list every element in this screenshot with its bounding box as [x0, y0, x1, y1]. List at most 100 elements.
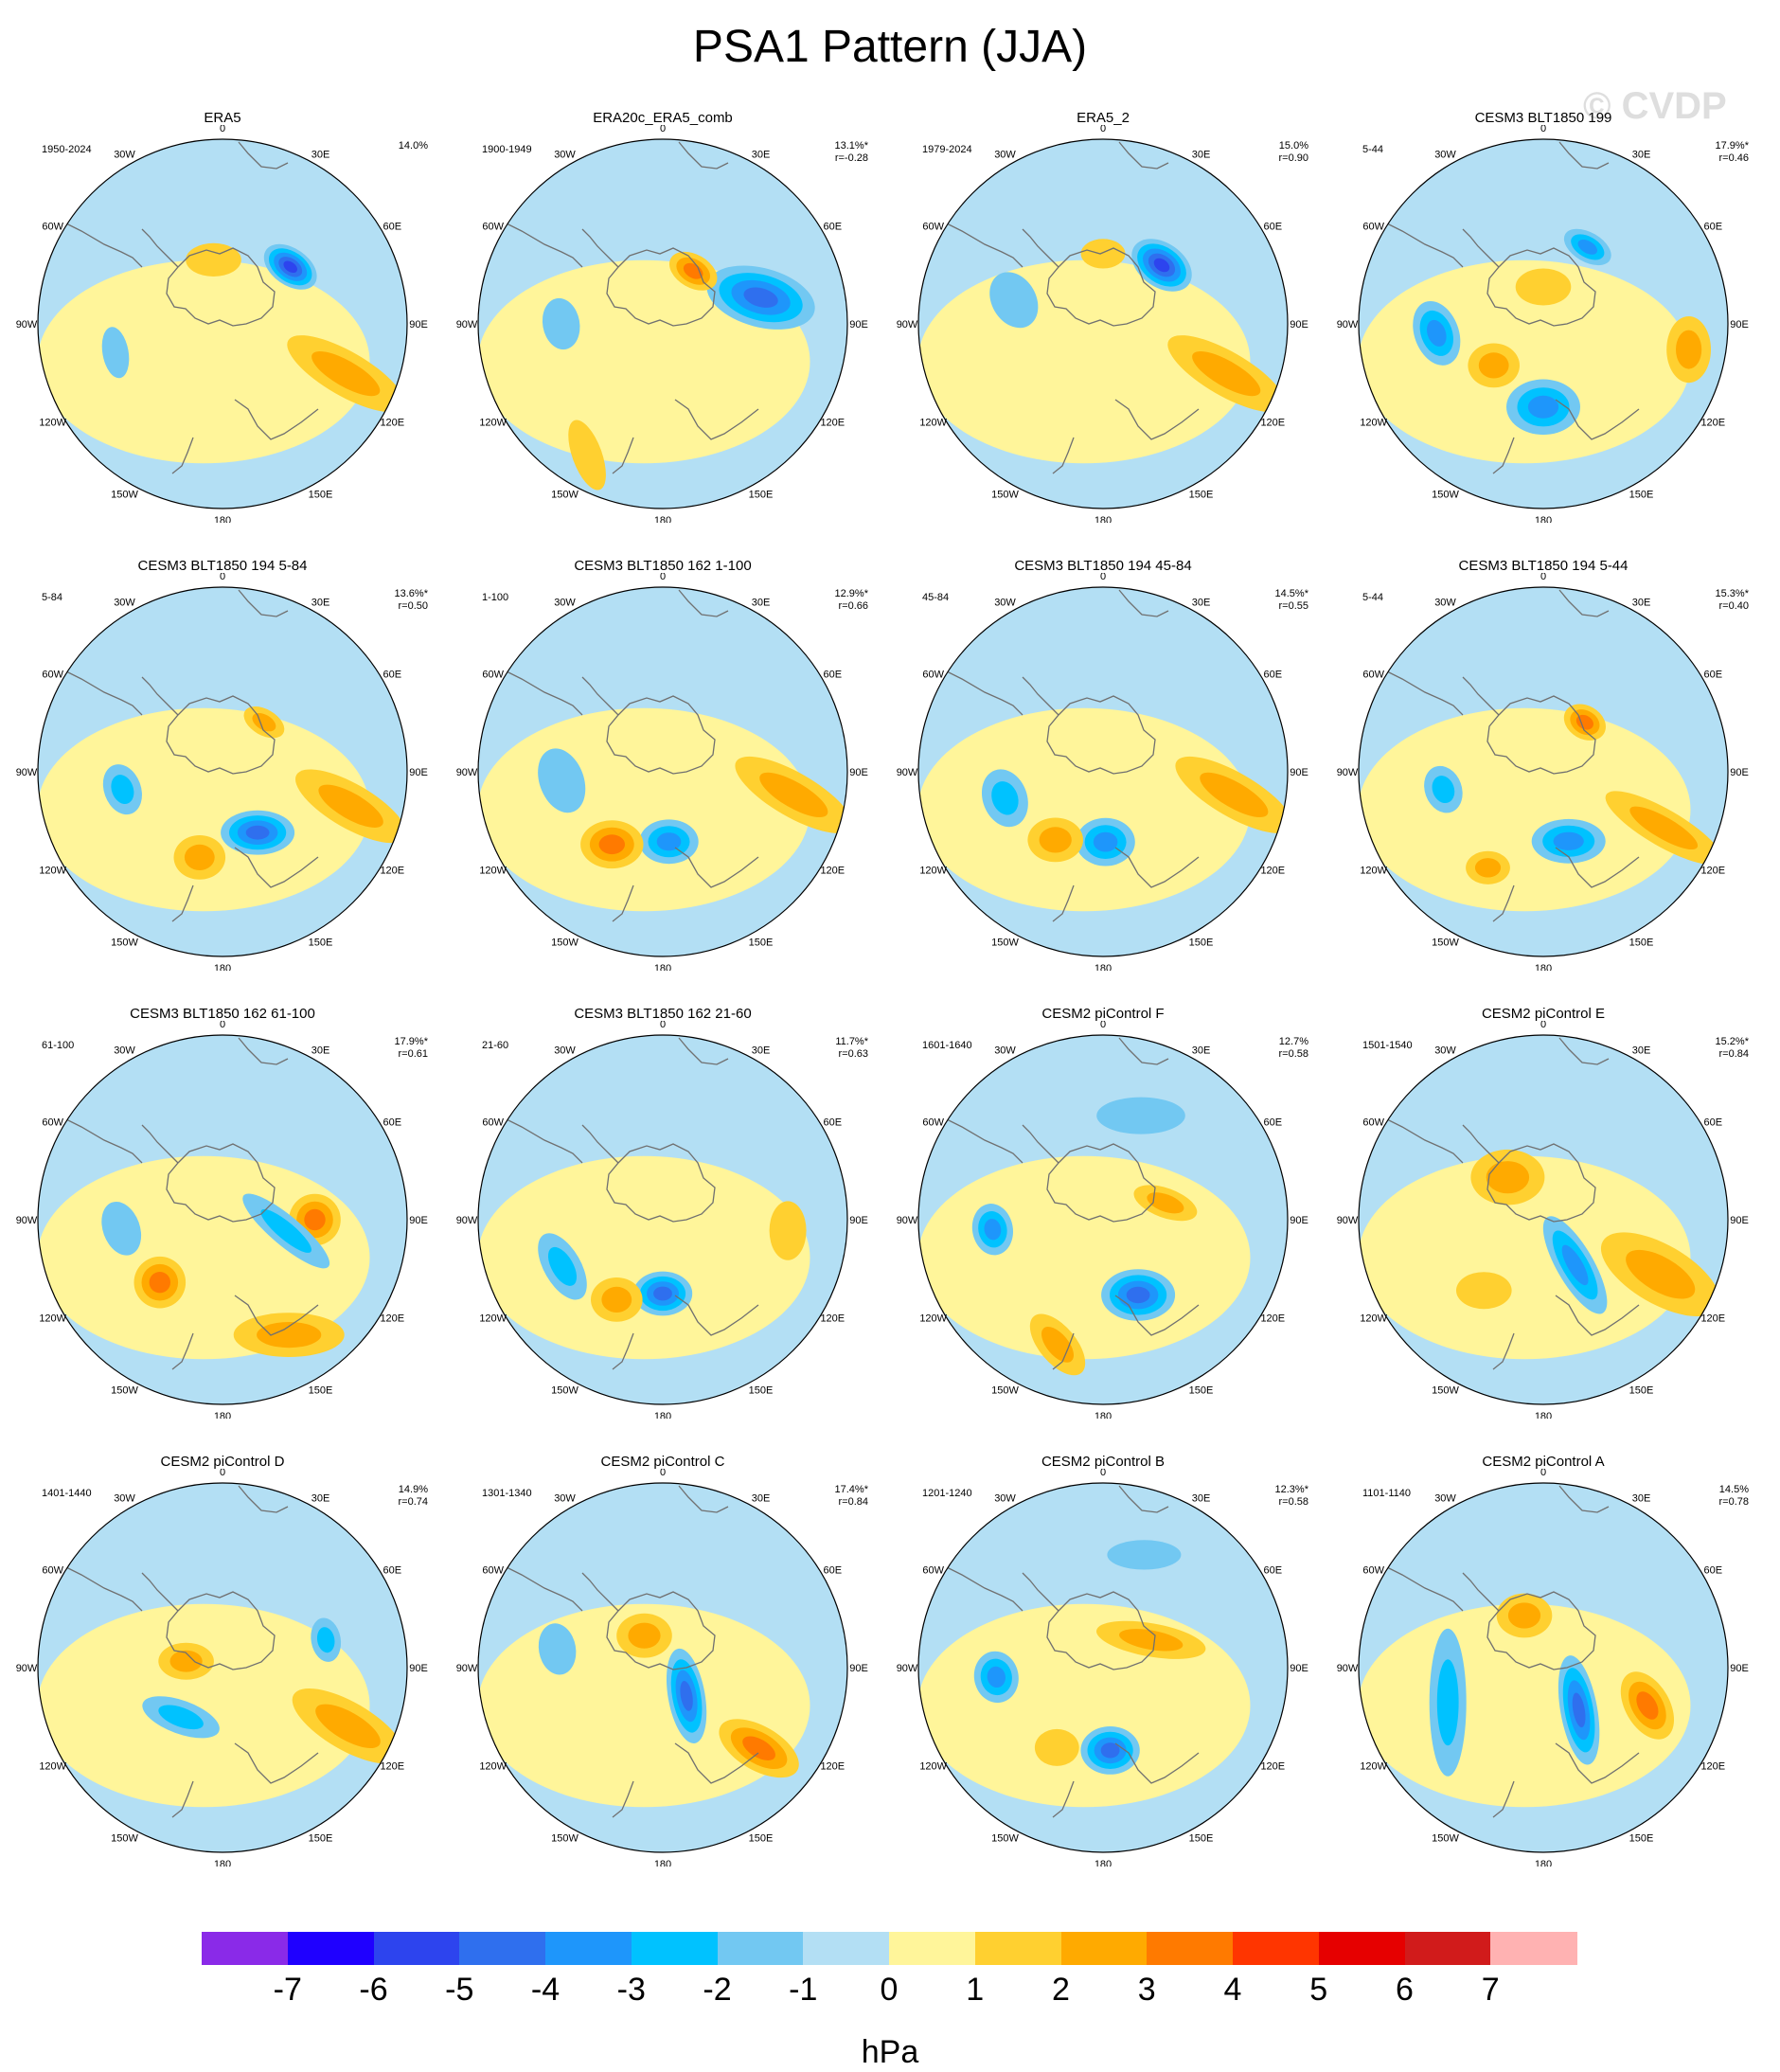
longitude-label: 150E [309, 1384, 333, 1396]
longitude-label: 60W [42, 670, 63, 681]
anomaly-contour-3-level-1 [568, 420, 606, 491]
panel-title: CESM3 BLT1850 194 5-44 [1458, 558, 1629, 574]
anomaly-contour-2-level-1 [542, 297, 580, 350]
weak-positive-field [918, 707, 1251, 912]
anomaly-contour-5-level-1 [1515, 268, 1572, 306]
panel-stats: 12.9%* r=0.66 [835, 588, 868, 613]
panel-title: ERA5_2 [1077, 110, 1130, 126]
coastline [612, 884, 634, 922]
longitude-label: 150E [1629, 1384, 1654, 1396]
coastline [166, 695, 276, 775]
longitude-label: 90W [897, 1663, 918, 1674]
anomaly-contour-1-level-3 [1427, 319, 1447, 347]
coastline [1022, 228, 1059, 268]
coastline [674, 1295, 759, 1336]
anomaly-contour-2-level-3 [1575, 714, 1593, 730]
coastline [238, 589, 289, 617]
anomaly-contour-2-level-2 [1436, 1659, 1459, 1746]
longitude-label: 150E [1629, 937, 1654, 948]
panel-correlation: r=0.46 [1718, 152, 1750, 164]
longitude-label: 180 [1535, 1411, 1552, 1419]
coastline [581, 676, 619, 716]
longitude-label: 90E [849, 1215, 868, 1226]
map-border [477, 1482, 848, 1853]
panel-years: 1301-1340 [482, 1488, 532, 1499]
map-border [1358, 138, 1729, 509]
longitude-label: 120E [380, 866, 404, 877]
longitude-label: 30W [114, 598, 135, 609]
map-border [917, 586, 1289, 957]
longitude-label: 150E [1189, 1384, 1214, 1396]
polar-map: 0 30E 60E 90E 120E 150E 180 150W 120W 90W 60W 30W [897, 125, 1308, 523]
anomaly-contour-3-level-2 [169, 1650, 203, 1672]
longitude-label: 150W [111, 489, 138, 500]
longitude-label: 90E [849, 767, 868, 778]
panel-correlation: r=0.74 [398, 1496, 429, 1508]
longitude-label: 180 [1535, 963, 1552, 971]
coastline [238, 1485, 289, 1513]
colorbar-cell [373, 1932, 460, 1965]
coastline [1046, 1591, 1156, 1670]
panel-stats: 14.0% [399, 140, 428, 152]
panel-correlation: r=0.61 [398, 1048, 429, 1060]
longitude-label: 120W [479, 866, 507, 877]
longitude-label: 180 [654, 1859, 671, 1867]
longitude-label: 30W [994, 150, 1016, 161]
colorbar-tick-label: 1 [966, 1972, 985, 2008]
longitude-label: 30E [1632, 1493, 1651, 1505]
polar-map: 0 30E 60E 90E 120E 150E 180 150W 120W 90W 60W 30W [456, 573, 868, 971]
anomaly-contour-3-level-1 [769, 1201, 807, 1260]
anomaly-contour-1-level-2 [1626, 1249, 1696, 1299]
longitude-label: 120E [1260, 1761, 1285, 1773]
anomaly-contour-0-level-2 [158, 1705, 204, 1730]
weak-positive-field [918, 1155, 1251, 1360]
longitude-label: 90W [1337, 319, 1359, 330]
coastline [1046, 695, 1156, 775]
longitude-label: 60W [1362, 670, 1384, 681]
longitude-label: 60E [383, 670, 402, 681]
panel-correlation: r=-0.28 [834, 152, 868, 164]
coastline [612, 1780, 634, 1818]
longitude-label: 120E [1700, 418, 1725, 429]
weak-positive-field [1359, 707, 1691, 912]
panel-correlation: r=0.84 [1718, 1048, 1750, 1060]
longitude-label: 180 [654, 515, 671, 523]
anomaly-contour-2-level-1 [989, 272, 1039, 329]
anomaly-contour-2-level-1 [1096, 1097, 1185, 1134]
longitude-label: 150E [1629, 1832, 1654, 1844]
panel-title: CESM2 piControl A [1482, 1454, 1605, 1470]
anomaly-contour-4-level-2 [1478, 352, 1509, 379]
coastline [171, 437, 194, 474]
longitude-label: 30W [994, 1045, 1016, 1057]
panel-years: 1101-1140 [1362, 1488, 1411, 1499]
anomaly-contour-0-level-4 [653, 1286, 672, 1301]
polar-map: 0 30E 60E 90E 120E 150E 180 150W 120W 90W 60W 30W [16, 573, 428, 971]
panel-stats: 17.9%* r=0.46 [1716, 140, 1749, 165]
map-panel: CESM3 BLT1850 162 61-100 61-100 17.9%* r=0.… [0, 1002, 445, 1447]
coastline [166, 1591, 276, 1670]
colorbar-cell [803, 1932, 890, 1965]
longitude-label: 60W [42, 222, 63, 233]
panel-years: 1-100 [482, 592, 509, 603]
longitude-label: 60E [1264, 1565, 1283, 1577]
polar-map: 0 30E 60E 90E 120E 150E 180 150W 120W 90W 60W 30W [456, 1469, 868, 1867]
longitude-label: 150W [551, 1832, 578, 1844]
anomaly-contour-1-level-3 [984, 1219, 1002, 1241]
longitude-label: 30W [554, 598, 576, 609]
panel-years: 1501-1540 [1362, 1040, 1413, 1051]
coastline [606, 695, 716, 775]
coastline [1114, 1295, 1200, 1336]
coastline [234, 1742, 319, 1784]
longitude-label: 0 [660, 125, 666, 134]
longitude-label: 150W [991, 489, 1019, 500]
anomaly-contour-4-level-2 [1474, 858, 1502, 878]
longitude-label: 90W [897, 319, 918, 330]
panel-years: 1401-1440 [42, 1488, 92, 1499]
longitude-label: 30E [752, 598, 771, 609]
panel-years: 21-60 [482, 1040, 509, 1051]
longitude-label: 150W [991, 1832, 1019, 1844]
longitude-label: 150E [1629, 489, 1654, 500]
coastline [1462, 228, 1500, 268]
longitude-label: 150W [551, 489, 578, 500]
panel-title: CESM2 piControl B [1041, 1454, 1166, 1470]
